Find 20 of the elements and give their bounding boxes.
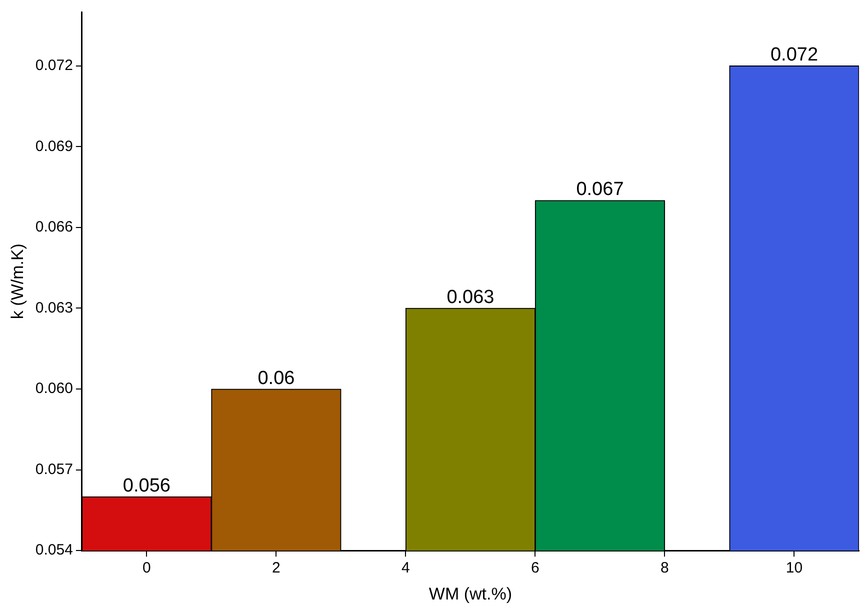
y-tick-label: 0.054 [35,542,73,559]
x-tick-label: 4 [402,560,410,577]
x-tick-label: 8 [660,560,669,577]
data-label: 0.072 [770,44,818,66]
x-tick-label: 10 [786,560,803,577]
y-tick-label: 0.057 [35,460,73,478]
data-label: 0.06 [258,368,295,389]
y-tick-label: 0.072 [35,57,73,74]
y-axis-title: k (W/m.K) [8,244,27,320]
data-label: 0.056 [122,475,170,496]
x-tick-label: 0 [142,560,151,577]
data-label: 0.063 [446,286,494,308]
x-tick-label: 2 [272,560,280,577]
y-tick-label: 0.066 [35,218,73,236]
x-tick-label: 6 [531,560,540,577]
data-label: 0.067 [576,179,624,200]
x-axis-title: WM (wt.%) [428,584,512,604]
y-tick-label: 0.069 [35,138,73,155]
y-tick-label: 0.063 [35,299,73,316]
y-tick-label: 0.060 [35,380,73,398]
